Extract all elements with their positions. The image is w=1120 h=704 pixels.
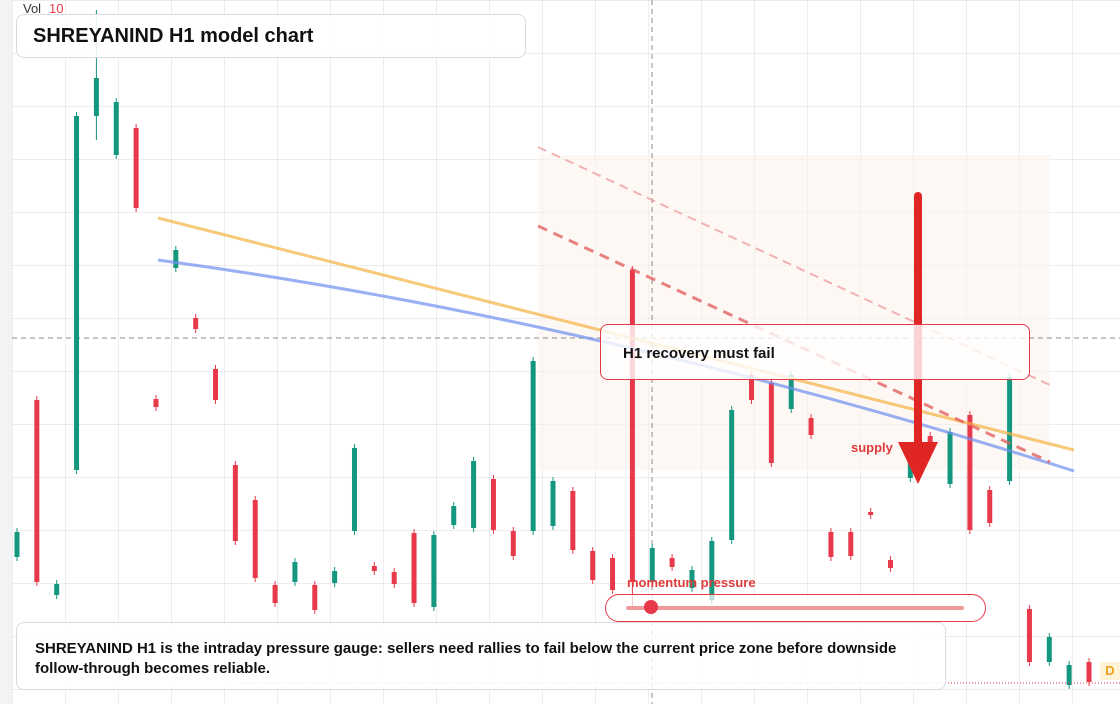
candle-body bbox=[788, 375, 794, 409]
candle-body bbox=[967, 415, 973, 530]
candle-body bbox=[828, 532, 834, 557]
candle-body bbox=[947, 432, 953, 484]
candle-body bbox=[232, 465, 238, 541]
badge: D bbox=[1100, 662, 1120, 680]
chart-title: SHREYANIND H1 model chart bbox=[16, 14, 526, 58]
candle-body bbox=[332, 571, 338, 583]
candle-body bbox=[749, 375, 755, 400]
candle-body bbox=[649, 548, 655, 582]
candle-body bbox=[431, 535, 437, 607]
candle-body bbox=[1046, 637, 1052, 662]
candle-body bbox=[887, 560, 893, 568]
candle-body bbox=[669, 558, 675, 567]
candle-body bbox=[510, 531, 516, 556]
candle-body bbox=[272, 585, 278, 603]
candle-body bbox=[848, 532, 854, 556]
supply-zone bbox=[538, 155, 1050, 470]
candle-body bbox=[868, 512, 874, 515]
candle-body bbox=[768, 383, 774, 463]
annotation: H1 recovery must fail bbox=[600, 324, 1030, 380]
candle-body bbox=[113, 102, 119, 155]
volume-value: 10 bbox=[49, 1, 64, 16]
gauge-label: momentum pressure bbox=[627, 575, 756, 590]
candle-body bbox=[610, 558, 616, 590]
candle-body bbox=[371, 566, 377, 571]
candle-body bbox=[193, 318, 199, 329]
candle-body bbox=[312, 585, 318, 610]
candle-body bbox=[709, 541, 715, 600]
candle-body bbox=[1007, 377, 1013, 481]
candle-body bbox=[729, 410, 735, 540]
gauge-track bbox=[626, 606, 964, 610]
candle-body bbox=[530, 361, 536, 531]
candle-body bbox=[987, 490, 993, 523]
candle-body bbox=[1026, 609, 1032, 662]
candle-body bbox=[54, 584, 60, 595]
candle-body bbox=[1086, 662, 1092, 682]
candle-body bbox=[153, 399, 159, 407]
candle-body bbox=[133, 128, 139, 208]
candle-body bbox=[451, 506, 457, 525]
candle-body bbox=[213, 369, 219, 400]
candle-body bbox=[629, 270, 635, 582]
candle-body bbox=[590, 551, 596, 580]
candle-body bbox=[173, 250, 179, 268]
candle-body bbox=[808, 418, 814, 435]
candle-body bbox=[689, 570, 695, 588]
gauge-knob bbox=[644, 600, 658, 614]
candle-body bbox=[34, 400, 40, 582]
candle-body bbox=[391, 572, 397, 584]
candle-body bbox=[550, 481, 556, 526]
arrow-head bbox=[898, 442, 938, 484]
volume-label: Vol bbox=[23, 1, 42, 16]
candle-body bbox=[351, 448, 357, 531]
candle-body bbox=[93, 78, 99, 116]
side-bar bbox=[0, 0, 12, 704]
candle-body bbox=[1066, 665, 1072, 685]
candle-body bbox=[570, 491, 576, 550]
candle-body bbox=[14, 532, 20, 557]
description: SHREYANIND H1 is the intraday pressure g… bbox=[16, 622, 946, 690]
candle-body bbox=[292, 562, 298, 582]
candle-body bbox=[490, 479, 496, 530]
gauge bbox=[605, 594, 986, 622]
candle-body bbox=[411, 533, 417, 603]
candle-body bbox=[252, 500, 258, 578]
zone-label: supply bbox=[851, 440, 893, 455]
candle-body bbox=[471, 461, 477, 528]
candle-body bbox=[927, 436, 933, 442]
candle-body bbox=[74, 116, 80, 470]
